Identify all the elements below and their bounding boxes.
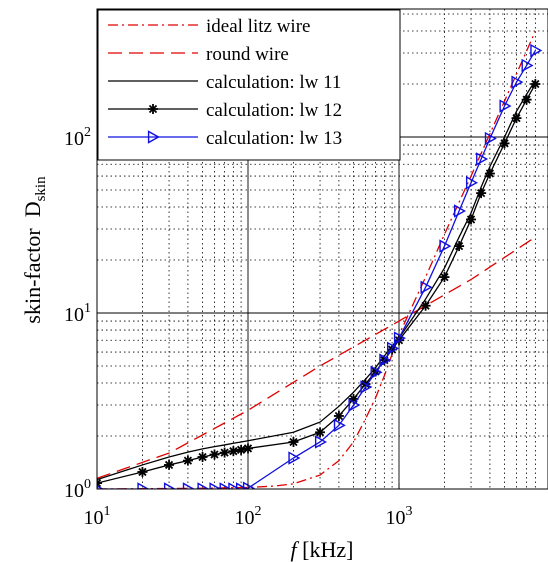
triangle-marker bbox=[333, 418, 346, 433]
triangle-marker bbox=[235, 482, 249, 489]
grid bbox=[97, 9, 548, 489]
star-marker bbox=[137, 466, 148, 477]
star-marker bbox=[209, 449, 220, 460]
triangle-marker bbox=[439, 239, 452, 253]
triangle-marker bbox=[314, 435, 327, 449]
series-ideal-litz-wire bbox=[97, 30, 536, 489]
series-layer bbox=[97, 30, 543, 489]
star-marker bbox=[288, 436, 299, 447]
x-tick-base: 10 bbox=[235, 507, 255, 529]
star-marker bbox=[148, 104, 158, 114]
y-axis-label-sub: skin bbox=[33, 176, 49, 202]
star-marker bbox=[243, 443, 253, 454]
triangle-marker bbox=[242, 481, 255, 489]
series-lw13 bbox=[97, 43, 543, 489]
triangle-marker bbox=[348, 398, 361, 412]
star-marker bbox=[439, 272, 450, 283]
y-tick-label-100: 102 bbox=[64, 125, 91, 150]
star-marker bbox=[420, 300, 431, 311]
triangle-marker bbox=[370, 365, 383, 380]
triangle-marker bbox=[209, 482, 222, 489]
star-marker bbox=[499, 138, 510, 149]
triangle-marker bbox=[197, 482, 210, 489]
triangle-marker bbox=[465, 176, 478, 190]
series-line bbox=[97, 236, 536, 479]
x-axis-label-unit: [kHz] bbox=[297, 537, 354, 562]
series-round-wire bbox=[97, 236, 536, 479]
star-marker bbox=[182, 455, 193, 466]
star-marker bbox=[164, 459, 175, 470]
star-marker bbox=[454, 241, 465, 252]
star-marker bbox=[197, 451, 208, 462]
y-tick-base: 10 bbox=[64, 304, 84, 326]
legend-label-lw12: calculation: lw 12 bbox=[206, 100, 342, 121]
triangle-marker bbox=[393, 331, 406, 345]
legend-label-lw11: calculation: lw 11 bbox=[206, 72, 341, 93]
triangle-marker bbox=[499, 99, 512, 113]
triangle-marker bbox=[97, 485, 104, 489]
x-tick-base: 10 bbox=[84, 507, 104, 529]
star-marker bbox=[511, 113, 522, 124]
star-marker bbox=[484, 168, 495, 179]
triangle-marker bbox=[484, 131, 497, 146]
triangle-marker bbox=[182, 482, 195, 489]
x-tick-label-1000: 103 bbox=[386, 504, 413, 529]
star-marker bbox=[333, 410, 344, 421]
y-axis-label: skin-factor Dskin bbox=[20, 176, 49, 324]
x-tick-exp: 2 bbox=[255, 504, 262, 519]
triangle-marker bbox=[453, 204, 467, 218]
x-tick-base: 10 bbox=[386, 507, 406, 529]
y-tick-label-1: 100 bbox=[64, 477, 91, 502]
star-marker bbox=[219, 447, 230, 458]
y-tick-exp: 2 bbox=[84, 125, 91, 140]
series-line bbox=[97, 50, 536, 489]
x-tick-exp: 1 bbox=[104, 504, 111, 519]
star-marker bbox=[228, 446, 239, 457]
triangle-marker bbox=[530, 43, 543, 58]
legend-label-round-wire: round wire bbox=[206, 44, 289, 65]
star-marker bbox=[236, 444, 247, 455]
triangle-marker bbox=[511, 75, 524, 89]
triangle-marker bbox=[288, 451, 301, 465]
x-tick-exp: 3 bbox=[406, 504, 413, 519]
star-marker bbox=[315, 427, 326, 438]
y-tick-base: 10 bbox=[64, 480, 84, 502]
x-tick-label-100: 102 bbox=[235, 504, 262, 529]
x-axis-label-symbol: f bbox=[291, 537, 300, 562]
legend-samples bbox=[108, 24, 198, 144]
legend-label-lw13: calculation: lw 13 bbox=[206, 128, 342, 149]
y-axis-label-main: skin-factor D bbox=[20, 201, 45, 323]
star-marker bbox=[530, 79, 541, 90]
y-tick-label-10: 101 bbox=[64, 301, 91, 326]
y-tick-exp: 1 bbox=[84, 301, 91, 316]
star-marker bbox=[521, 94, 532, 105]
series-line bbox=[97, 30, 536, 489]
star-marker bbox=[97, 478, 102, 489]
triangle-marker bbox=[219, 482, 232, 489]
plot-frame bbox=[96, 8, 548, 490]
triangle-marker bbox=[147, 130, 160, 144]
x-axis-label: f [kHz] bbox=[291, 537, 354, 562]
legend: ideal litz wire round wire calculation: … bbox=[97, 9, 401, 161]
triangle-marker bbox=[420, 280, 433, 294]
star-marker bbox=[466, 214, 477, 225]
x-tick-label-10: 101 bbox=[84, 504, 111, 529]
triangle-marker bbox=[137, 482, 150, 489]
triangle-marker bbox=[379, 353, 392, 367]
triangle-marker bbox=[360, 380, 373, 394]
star-marker bbox=[476, 188, 487, 199]
triangle-marker bbox=[163, 482, 176, 489]
legend-label-ideal-litz-wire: ideal litz wire bbox=[206, 16, 310, 37]
triangle-marker bbox=[386, 341, 400, 356]
y-tick-exp: 0 bbox=[84, 477, 91, 492]
triangle-marker bbox=[228, 482, 241, 489]
triangle-marker bbox=[476, 152, 489, 166]
y-tick-base: 10 bbox=[64, 128, 84, 150]
triangle-marker bbox=[521, 58, 534, 73]
